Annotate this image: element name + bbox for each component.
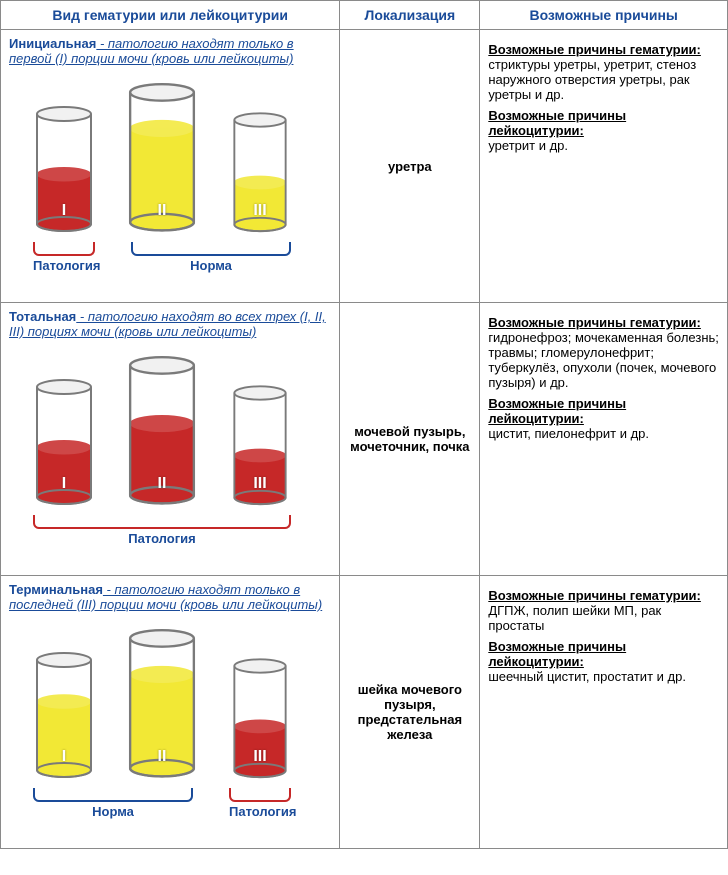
cause-leuco-head: Возможные причины лейкоцитурии: — [488, 639, 719, 669]
header-cause: Возможные причины — [480, 1, 728, 30]
cause-hematuria: ДГПЖ, полип шейки МП, рак простаты — [488, 603, 719, 633]
type-title: Терминальная — [9, 582, 103, 597]
cause-hematuria-head: Возможные причины гематурии: — [488, 315, 719, 330]
bracket — [33, 242, 95, 256]
cause-leuco-head: Возможные причины лейкоцитурии: — [488, 108, 719, 138]
loc-cell: шейка мочевого пузыря, предстательная же… — [340, 576, 480, 849]
glass-label: III — [225, 748, 295, 766]
hematuria-table: Вид гематурии или лейкоцитурии Локализац… — [0, 0, 728, 849]
bracket-label: Патология — [229, 804, 291, 819]
bracket — [33, 788, 193, 802]
header-loc: Локализация — [340, 1, 480, 30]
glass-label: I — [29, 475, 99, 493]
glass-label: III — [225, 475, 295, 493]
glass-label: I — [29, 748, 99, 766]
cause-hematuria-head: Возможные причины гематурии: — [488, 588, 719, 603]
cause-hematuria: гидронефроз; мочекаменная болезнь; травм… — [488, 330, 719, 390]
cause-leuco: уретрит и др. — [488, 138, 719, 153]
cause-cell: Возможные причины гематурии:гидронефроз;… — [480, 303, 728, 576]
bracket — [131, 242, 291, 256]
loc-cell: мочевой пузырь, мочеточник, почка — [340, 303, 480, 576]
bracket — [33, 515, 291, 529]
glasses-diagram: I II III Патология — [9, 347, 331, 567]
cause-hematuria: стриктуры уретры, уретрит, стеноз наружн… — [488, 57, 719, 102]
type-cell: Тотальная - патологию находят во всех тр… — [1, 303, 340, 576]
cause-leuco-head: Возможные причины лейкоцитурии: — [488, 396, 719, 426]
glass-label: II — [127, 748, 197, 766]
glass-label: I — [29, 202, 99, 220]
cause-cell: Возможные причины гематурии:стриктуры ур… — [480, 30, 728, 303]
glasses-diagram: I II III Норма Патология — [9, 620, 331, 840]
bracket-label: Патология — [33, 531, 291, 546]
bracket-label: Патология — [33, 258, 95, 273]
loc-cell: уретра — [340, 30, 480, 303]
bracket — [229, 788, 291, 802]
glass-label: II — [127, 202, 197, 220]
cause-hematuria-head: Возможные причины гематурии: — [488, 42, 719, 57]
bracket-label: Норма — [131, 258, 291, 273]
type-title: Инициальная — [9, 36, 96, 51]
type-title: Тотальная — [9, 309, 76, 324]
header-type: Вид гематурии или лейкоцитурии — [1, 1, 340, 30]
glasses-diagram: I II III Патология Норма — [9, 74, 331, 294]
cause-leuco: шеечный цистит, простатит и др. — [488, 669, 719, 684]
cause-cell: Возможные причины гематурии:ДГПЖ, полип … — [480, 576, 728, 849]
bracket-label: Норма — [33, 804, 193, 819]
glass-label: II — [127, 475, 197, 493]
type-cell: Терминальная - патологию находят только … — [1, 576, 340, 849]
type-cell: Инициальная - патологию находят только в… — [1, 30, 340, 303]
glass-label: III — [225, 202, 295, 220]
cause-leuco: цистит, пиелонефрит и др. — [488, 426, 719, 441]
